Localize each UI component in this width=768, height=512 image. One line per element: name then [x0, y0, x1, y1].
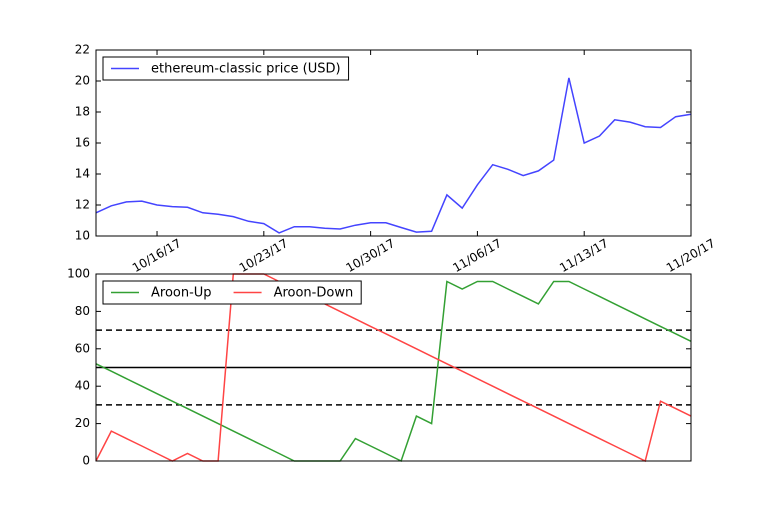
y-tick-label: 0: [82, 454, 90, 468]
axes-frame: [95, 49, 692, 237]
x-tick-label: 10/30/17: [344, 236, 398, 275]
y-tick-label: 22: [75, 43, 90, 57]
series-line: [95, 273, 692, 463]
y-tick-label: 80: [75, 304, 90, 318]
series-line: [95, 77, 692, 234]
legend-frame: [102, 280, 362, 305]
legend-label: Aroon-Down: [274, 286, 354, 301]
y-tick-label: 100: [67, 267, 90, 281]
y-tick-label: 14: [75, 167, 90, 181]
series-line: [95, 280, 692, 463]
legend-label: ethereum-classic price (USD): [151, 62, 341, 77]
y-tick-label: 20: [75, 74, 90, 88]
legend: Aroon-Up Aroon-Down: [102, 280, 362, 305]
legend-frame: [102, 56, 350, 81]
y-tick-label: 10: [75, 229, 90, 243]
legend: ethereum-classic price (USD): [102, 56, 350, 81]
y-tick-label: 40: [75, 379, 90, 393]
y-tick-label: 60: [75, 341, 90, 355]
x-tick-label: 11/06/17: [450, 236, 504, 275]
x-tick-label: 11/20/17: [664, 236, 718, 275]
y-tick-label: 16: [75, 136, 90, 150]
y-tick-label: 18: [75, 105, 90, 119]
y-tick-label: 20: [75, 416, 90, 430]
y-tick-label: 12: [75, 198, 90, 212]
x-tick-label: 11/13/17: [557, 236, 611, 275]
axes-frame: [95, 273, 692, 462]
legend-label: Aroon-Up: [151, 286, 212, 301]
x-tick-label: 10/23/17: [237, 236, 291, 275]
x-tick-label: 10/16/17: [130, 236, 184, 275]
